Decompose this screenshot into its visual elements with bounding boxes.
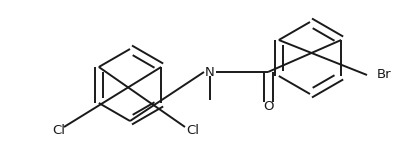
Text: Cl: Cl (52, 123, 65, 136)
Text: Cl: Cl (186, 123, 200, 136)
Text: Br: Br (377, 69, 392, 81)
Text: N: N (205, 66, 215, 78)
Text: O: O (263, 100, 273, 112)
